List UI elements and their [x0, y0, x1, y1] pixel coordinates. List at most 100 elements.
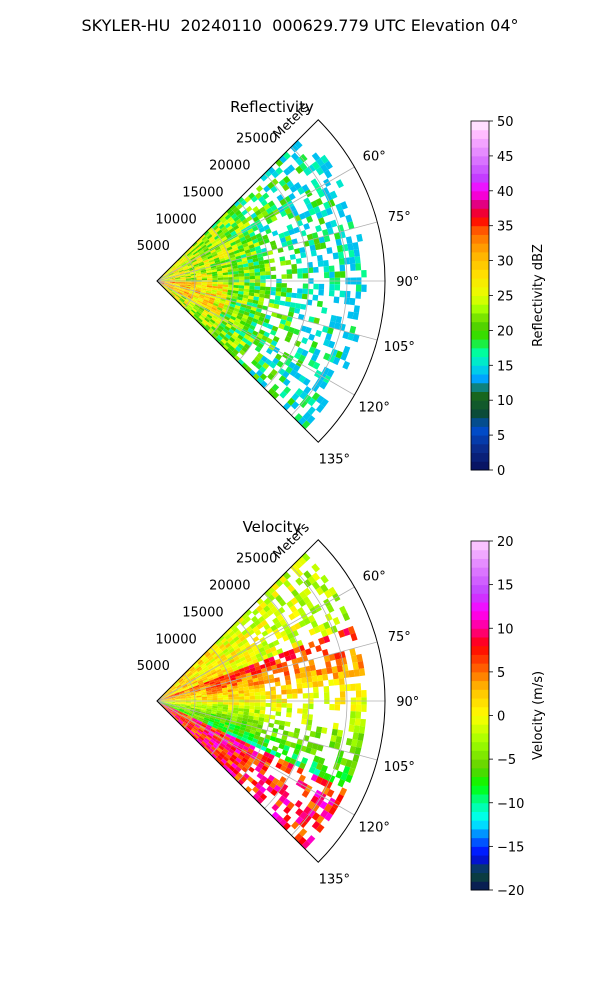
- radial-tick-label: 25000: [236, 132, 277, 147]
- data-cell: [253, 264, 260, 270]
- data-cell: [259, 608, 267, 616]
- data-cell: [238, 729, 245, 735]
- data-cell: [253, 684, 260, 690]
- data-cell: [206, 708, 212, 712]
- data-cell: [196, 284, 202, 287]
- data-cell: [220, 295, 227, 300]
- data-cell: [256, 622, 264, 630]
- data-cell: [239, 760, 247, 767]
- data-cell: [243, 754, 251, 761]
- data-cell: [226, 331, 233, 337]
- data-cell: [180, 680, 186, 685]
- data-cell: [171, 711, 176, 716]
- data-cell: [323, 685, 330, 693]
- data-cell: [196, 285, 202, 289]
- data-cell: [199, 742, 206, 748]
- data-cell: [186, 251, 192, 257]
- data-cell: [228, 694, 234, 698]
- data-cell: [347, 221, 355, 230]
- data-cell: [206, 673, 213, 678]
- data-cell: [195, 287, 202, 290]
- data-cell: [174, 296, 179, 301]
- data-cell: [191, 727, 198, 733]
- data-cell: [322, 621, 331, 630]
- data-cell: [198, 297, 204, 301]
- data-cell: [167, 708, 172, 713]
- data-cell: [189, 302, 195, 307]
- data-cell: [226, 339, 234, 346]
- data-cell: [214, 666, 221, 671]
- data-cell: [210, 715, 216, 719]
- data-cell: [186, 671, 192, 677]
- data-cell: [306, 601, 314, 610]
- data-cell: [253, 649, 261, 656]
- data-cell: [244, 285, 250, 290]
- data-cell: [183, 676, 189, 681]
- data-cell: [310, 748, 317, 756]
- colorbar-segment: [471, 382, 489, 392]
- data-cell: [257, 676, 264, 682]
- data-cell: [215, 296, 221, 301]
- data-cell: [318, 217, 326, 225]
- data-cell: [173, 271, 179, 274]
- data-cell: [244, 272, 250, 277]
- data-cell: [243, 245, 250, 251]
- data-cell: [169, 279, 176, 281]
- data-cell: [219, 720, 226, 725]
- data-cell: [162, 705, 168, 710]
- data-cell: [306, 215, 314, 223]
- data-cell: [185, 259, 191, 264]
- data-cell: [169, 702, 176, 704]
- data-cell: [270, 290, 276, 296]
- data-cell: [227, 668, 234, 674]
- data-cell: [287, 584, 296, 593]
- data-cell: [222, 756, 230, 762]
- data-cell: [192, 297, 198, 302]
- data-cell: [167, 707, 173, 711]
- data-cell: [201, 288, 207, 291]
- data-cell: [338, 258, 345, 266]
- data-cell: [169, 283, 175, 286]
- data-cell: [283, 579, 292, 588]
- data-cell: [345, 774, 353, 783]
- data-cell: [347, 243, 354, 251]
- data-cell: [163, 703, 170, 707]
- data-cell: [305, 746, 312, 754]
- data-cell: [205, 241, 212, 247]
- data-cell: [267, 601, 275, 610]
- radial-tick-label: 20000: [209, 159, 250, 174]
- data-cell: [174, 275, 181, 278]
- data-cell: [313, 692, 319, 699]
- data-cell: [318, 623, 326, 632]
- data-cell: [176, 265, 182, 269]
- data-cell: [174, 284, 181, 287]
- data-cell: [173, 691, 179, 695]
- data-cell: [244, 195, 252, 203]
- data-cell: [239, 215, 247, 222]
- data-cell: [256, 597, 264, 606]
- data-cell: [339, 684, 346, 692]
- data-cell: [172, 289, 178, 293]
- radial-tick-label: 10000: [155, 212, 196, 227]
- data-cell: [168, 706, 174, 709]
- data-cell: [302, 708, 309, 715]
- data-cell: [276, 703, 282, 708]
- data-cell: [192, 680, 198, 685]
- data-cell: [208, 720, 214, 725]
- data-cell: [259, 271, 266, 276]
- data-cell: [258, 680, 265, 685]
- data-cell: [185, 698, 192, 700]
- data-cell: [189, 255, 195, 260]
- data-cell: [232, 685, 239, 689]
- data-cell: [217, 754, 223, 761]
- data-cell: [206, 304, 213, 309]
- data-cell: [307, 575, 317, 585]
- data-cell: [164, 278, 170, 281]
- data-cell: [159, 281, 165, 284]
- data-cell: [268, 656, 275, 663]
- data-cell: [352, 333, 360, 343]
- data-cell: [279, 256, 286, 262]
- colorbar-segment: [471, 863, 489, 874]
- data-cell: [268, 298, 275, 304]
